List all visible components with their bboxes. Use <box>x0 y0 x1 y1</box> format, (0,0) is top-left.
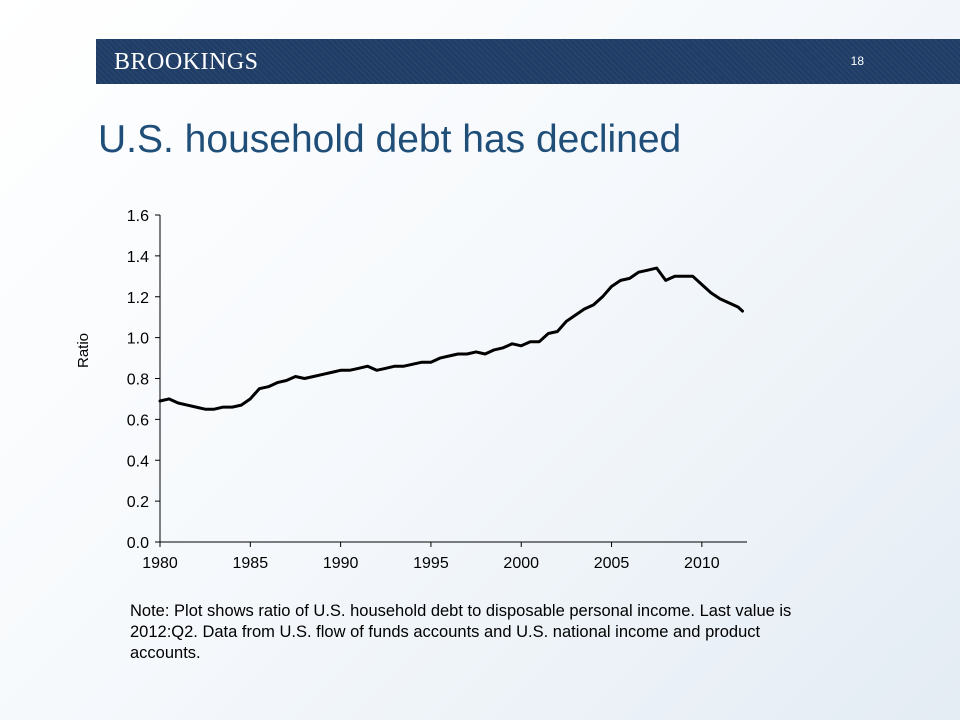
chart-note: Note: Plot shows ratio of U.S. household… <box>130 602 792 662</box>
x-tick-label: 1995 <box>413 555 449 572</box>
x-tick-label: 2000 <box>503 555 539 572</box>
x-tick-label: 1980 <box>142 555 178 572</box>
x-tick-label: 2010 <box>684 555 720 572</box>
slide-number: 18 <box>850 54 864 68</box>
y-tick-label: 1.0 <box>127 331 149 348</box>
y-tick-label: 0.2 <box>127 494 149 511</box>
y-tick-label: 1.6 <box>127 208 149 225</box>
y-tick-label: 0.8 <box>127 372 149 389</box>
y-tick-label: 1.4 <box>127 249 149 266</box>
y-tick-label: 0.0 <box>127 535 149 552</box>
x-tick-label: 1990 <box>323 555 359 572</box>
y-axis-label: Ratio <box>75 333 92 368</box>
header-banner: BROOKINGS 18 <box>96 39 960 84</box>
y-tick-label: 0.4 <box>127 453 149 470</box>
y-tick-label: 0.6 <box>127 412 149 429</box>
x-tick-label: 2005 <box>594 555 630 572</box>
brand-logo: BROOKINGS <box>114 49 259 75</box>
x-tick-label: 1985 <box>233 555 269 572</box>
debt-ratio-line <box>158 266 744 411</box>
y-tick-label: 1.2 <box>127 290 149 307</box>
slide-title: U.S. household debt has declined <box>98 118 682 161</box>
